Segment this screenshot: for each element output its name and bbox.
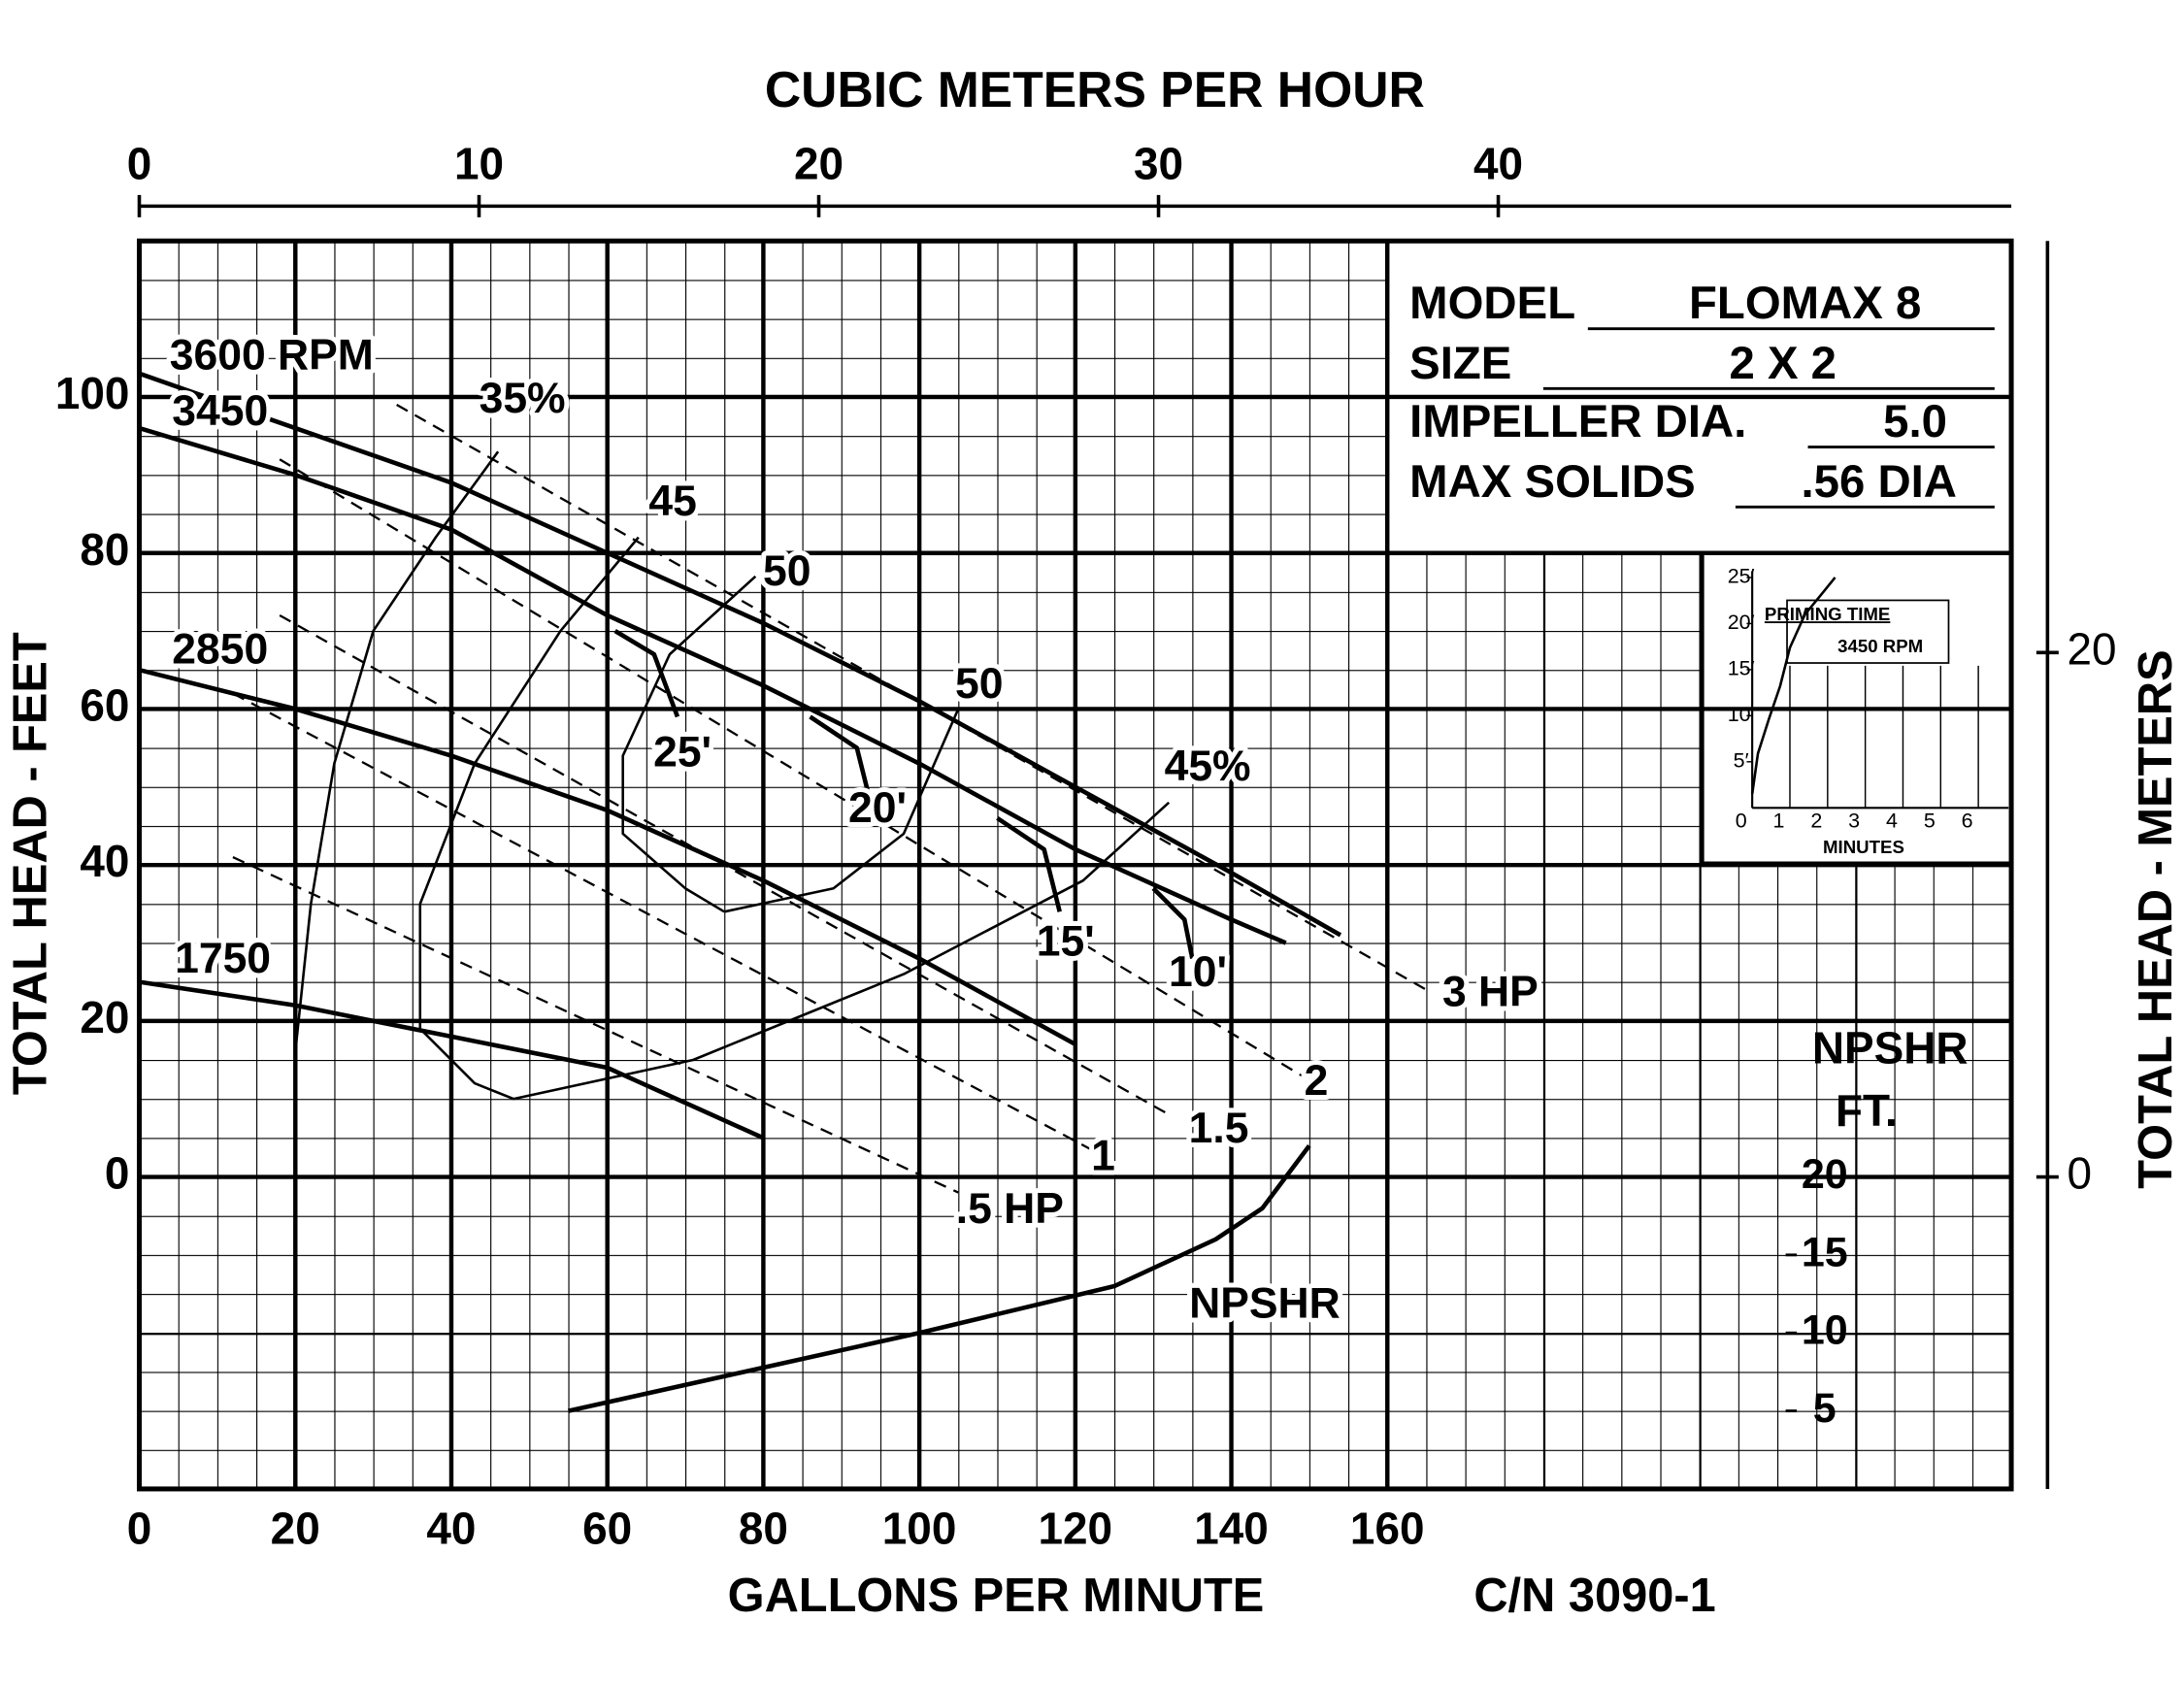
x2-tick-label: 30	[1134, 138, 1183, 188]
priming-y-tick-label: 10′	[1728, 703, 1755, 726]
curve	[396, 403, 1427, 991]
priming-y-tick-label: 5′	[1734, 748, 1749, 772]
x2-tick-label: 20	[794, 138, 844, 188]
curve	[567, 1144, 1311, 1413]
curve-label: 25'	[653, 728, 711, 776]
curve-label: .5 HP	[956, 1185, 1064, 1233]
y-tick-label: 80	[80, 524, 129, 575]
curve	[279, 458, 1303, 1077]
curve	[809, 714, 876, 811]
curve-label: 45%	[1165, 743, 1251, 790]
spec-label: MODEL	[1409, 278, 1575, 329]
priming-title-box	[1786, 599, 1950, 664]
curve	[232, 856, 959, 1194]
x-tick-label: 120	[1038, 1504, 1112, 1554]
x-tick-label: 160	[1350, 1504, 1425, 1554]
curve-label: 1.5	[1189, 1105, 1249, 1152]
curve-label: 3450	[172, 387, 268, 435]
curve-label: 20'	[848, 784, 907, 832]
curve	[621, 575, 757, 913]
priming-x-tick-label: 5	[1924, 809, 1936, 832]
npshr-axis-title: NPSHR	[1812, 1023, 1969, 1074]
y-tick-label: 60	[80, 680, 129, 731]
priming-x-tick-label: 1	[1773, 809, 1785, 832]
y-tick-label: 0	[105, 1148, 130, 1199]
spec-value: FLOMAX 8	[1689, 278, 1921, 329]
curve-label: 3600 RPM	[170, 332, 374, 380]
priming-y-tick-label: 15′	[1728, 657, 1755, 680]
y-tick-label: 20	[80, 992, 129, 1042]
x2-tick-label: 40	[1473, 138, 1523, 188]
curve-label: 35%	[480, 375, 566, 422]
x2-axis-title: CUBIC METERS PER HOUR	[765, 61, 1425, 117]
curve	[723, 708, 960, 913]
y-axis-title: TOTAL HEAD - FEET	[4, 632, 56, 1095]
curve-label: 50	[763, 547, 811, 595]
curve-label: 1	[1091, 1133, 1115, 1180]
curve-label: 45	[648, 478, 696, 525]
curve	[138, 371, 1342, 938]
x2-tick-label: 10	[454, 138, 504, 188]
priming-x-tick-label: 6	[1962, 809, 1973, 832]
curve-label: NPSHR	[1189, 1280, 1340, 1328]
x-tick-label: 100	[882, 1504, 957, 1554]
x-tick-label: 0	[127, 1504, 152, 1554]
curve	[613, 629, 680, 718]
spec-value: 5.0	[1883, 396, 1947, 447]
y2-axis-title: TOTAL HEAD - METERS	[2130, 649, 2182, 1188]
priming-x-tick-label: 4	[1886, 809, 1898, 832]
spec-value: .56 DIA	[1801, 456, 1957, 508]
x-tick-label: 40	[426, 1504, 476, 1554]
npshr-tick-label: 5	[1813, 1385, 1837, 1432]
x-tick-label: 80	[739, 1504, 788, 1554]
curve	[1750, 577, 1837, 795]
npshr-tick-label: 15	[1802, 1229, 1848, 1275]
curve-label: 2	[1305, 1057, 1329, 1105]
npshr-tick-label: 10	[1802, 1307, 1848, 1354]
y2-tick-label: 20	[2067, 623, 2116, 674]
spec-label: IMPELLER DIA.	[1409, 396, 1746, 447]
priming-y-tick-label: 25′	[1728, 565, 1755, 588]
curve	[138, 425, 1287, 945]
y-tick-label: 40	[80, 836, 129, 886]
curve	[139, 979, 765, 1141]
y2-tick-label: 0	[2067, 1148, 2092, 1199]
curve-label: 1750	[175, 935, 271, 982]
npshr-tick-label: 20	[1802, 1151, 1848, 1198]
curve-label: 50	[955, 660, 1003, 708]
curve	[138, 667, 1076, 1046]
spec-value: 2 X 2	[1729, 338, 1837, 389]
curve	[293, 450, 500, 1053]
curve	[232, 692, 1100, 1155]
curve-label: 15'	[1037, 918, 1095, 966]
x-tick-label: 140	[1194, 1504, 1269, 1554]
curve-label: 10'	[1169, 948, 1227, 996]
npshr-axis-unit: FT.	[1836, 1085, 1898, 1136]
priming-title: PRIMING TIME	[1765, 604, 1890, 624]
drawing-number: C/N 3090-1	[1473, 1570, 1715, 1622]
curve	[418, 536, 640, 1101]
x2-tick-label: 0	[127, 138, 152, 188]
x-axis-title: GALLONS PER MINUTE	[728, 1570, 1265, 1622]
spec-label: MAX SOLIDS	[1409, 456, 1696, 508]
priming-x-tick-label: 2	[1810, 809, 1822, 832]
curve-label: 3 HP	[1442, 968, 1539, 1015]
y-tick-label: 100	[55, 368, 130, 418]
priming-subtitle: 3450 RPM	[1837, 636, 1923, 656]
curve	[513, 801, 1171, 1101]
x-tick-label: 20	[271, 1504, 320, 1554]
spec-label: SIZE	[1409, 338, 1511, 389]
x-tick-label: 60	[582, 1504, 632, 1554]
curve	[279, 613, 1170, 1116]
curve-label: 2850	[172, 625, 268, 673]
priming-x-tick-label: 3	[1848, 809, 1860, 832]
curve	[1151, 886, 1195, 959]
priming-y-tick-label: 20′	[1728, 611, 1755, 634]
curve	[996, 815, 1062, 912]
priming-x-tick-label: 0	[1736, 809, 1747, 832]
priming-x-title: MINUTES	[1823, 837, 1904, 857]
